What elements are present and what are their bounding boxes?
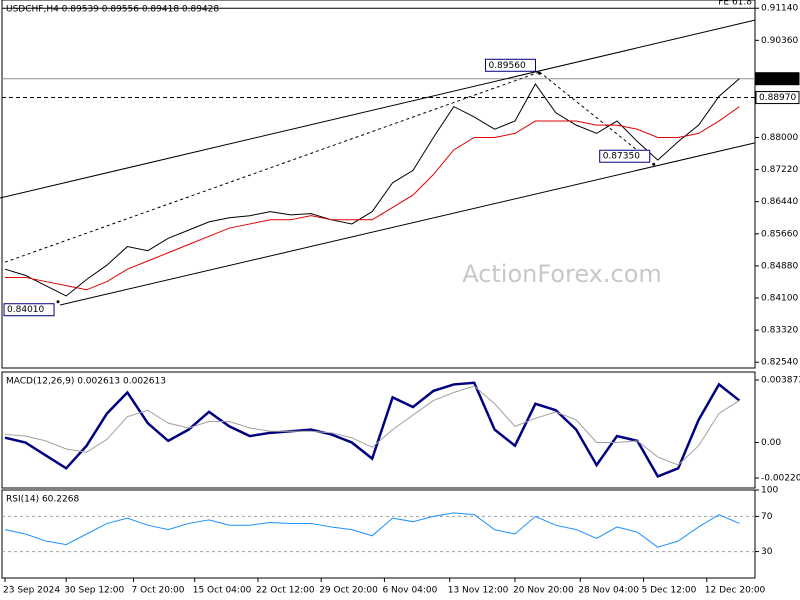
annotation-label: 0.89560 (488, 61, 525, 71)
series-line (5, 106, 740, 291)
level-label: FE 61.8 (718, 0, 752, 8)
trendline (4, 71, 540, 263)
annotation-point (56, 300, 60, 304)
price-tag-label: 0.88970 (759, 93, 796, 103)
series-line (4, 78, 740, 297)
x-tick-label: 23 Sep 2024 (3, 586, 60, 596)
panel-title: MACD(12,26,9) 0.002613 0.002613 (6, 377, 166, 387)
price-tag (755, 91, 800, 105)
panel-frame (1, 0, 756, 369)
y-tick-label: 0.82540 (761, 358, 798, 368)
x-tick-label: 7 Oct 20:00 (132, 586, 185, 596)
x-tick-label: 13 Nov 12:00 (448, 586, 509, 596)
price-tag (755, 72, 800, 86)
annotation-label: 0.87350 (603, 152, 640, 162)
x-tick-label: 20 Nov 20:00 (513, 586, 574, 596)
y-tick-label: 70 (761, 512, 773, 522)
y-tick-label: -0.002201 (761, 474, 800, 484)
y-tick-label: 0.91140 (761, 4, 798, 14)
y-tick-label: 0.84100 (761, 294, 798, 304)
y-tick-label: 0.84880 (761, 261, 798, 271)
x-tick-label: 12 Dec 20:00 (705, 586, 766, 596)
y-tick-label: 0.87220 (761, 165, 798, 175)
trendline (59, 142, 756, 306)
annotation-point (537, 71, 541, 75)
y-tick-label: 100 (761, 486, 778, 496)
panel-title: RSI(14) 60.2268 (6, 495, 79, 505)
series-line (4, 385, 740, 466)
annotation-box (3, 303, 55, 317)
x-tick-label: 15 Oct 04:00 (193, 586, 252, 596)
y-tick-label: 0.88000 (761, 133, 798, 143)
x-tick-label: 6 Nov 04:00 (382, 586, 437, 596)
x-tick-label: 5 Dec 12:00 (642, 586, 697, 596)
y-tick-label: 30 (761, 547, 773, 557)
y-tick-label: 0.00 (761, 438, 781, 448)
x-tick-label: 29 Oct 20:00 (319, 586, 378, 596)
watermark: ActionForex.com (462, 260, 662, 288)
y-tick-label: 0.003873 (761, 376, 800, 386)
annotation-box (484, 58, 536, 72)
panel-title: USDCHF,H4 0.89539 0.89556 0.89418 0.8942… (6, 5, 219, 15)
x-tick-label: 22 Oct 12:00 (256, 586, 315, 596)
y-tick-label: 0.86440 (761, 197, 798, 207)
panel-frame (1, 489, 756, 579)
annotation-box (599, 149, 651, 163)
annotation-label: 0.84010 (7, 305, 44, 315)
y-tick-label: 0.83320 (761, 326, 798, 336)
y-tick-label: 0.85660 (761, 229, 798, 239)
series-line (4, 381, 741, 478)
x-tick-label: 30 Sep 12:00 (64, 586, 124, 596)
trendline (0, 19, 756, 199)
series-line (4, 512, 740, 548)
x-tick-label: 28 Nov 04:00 (578, 586, 639, 596)
y-tick-label: 0.90360 (761, 36, 798, 46)
panel-frame (1, 371, 756, 489)
annotation-point (652, 162, 656, 166)
price-tag-label: 0.89428 (759, 74, 796, 84)
